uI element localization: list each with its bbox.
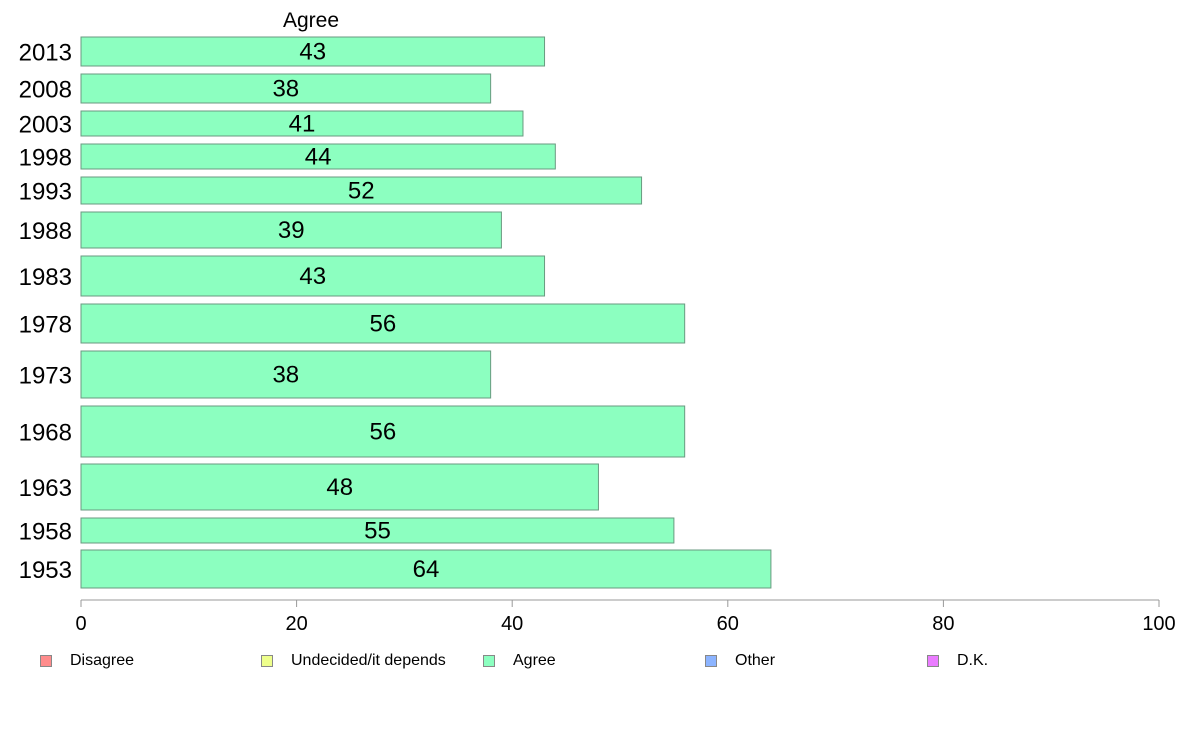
value-label-2013: 43 bbox=[299, 39, 326, 66]
legend-item-dk: D.K. bbox=[927, 652, 988, 670]
bar-1998 bbox=[80, 143, 556, 170]
bar-1968 bbox=[80, 405, 686, 458]
legend-swatch-other bbox=[705, 655, 717, 667]
bar-1973 bbox=[80, 350, 492, 399]
category-label-2013: 2013 bbox=[19, 40, 72, 67]
legend-label-other: Other bbox=[735, 652, 776, 669]
bar-1983 bbox=[80, 255, 546, 297]
category-label-1973: 1973 bbox=[19, 363, 72, 390]
series-title: Agree bbox=[283, 9, 339, 32]
x-tick-label-0: 0 bbox=[75, 613, 86, 635]
legend-swatch-undecided bbox=[261, 655, 273, 667]
bar-1963 bbox=[80, 463, 599, 511]
legend-item-agree: Agree bbox=[483, 652, 556, 670]
category-label-1978: 1978 bbox=[19, 312, 72, 339]
category-label-1968: 1968 bbox=[19, 420, 72, 447]
value-label-2008: 38 bbox=[272, 76, 299, 103]
category-label-1958: 1958 bbox=[19, 519, 72, 546]
bar-1978 bbox=[80, 303, 686, 344]
legend-item-disagree: Disagree bbox=[40, 652, 134, 670]
legend-item-undecided: Undecided/it depends bbox=[261, 652, 446, 670]
value-label-1968: 56 bbox=[369, 419, 396, 446]
legend-label-disagree: Disagree bbox=[70, 652, 135, 669]
value-label-1988: 39 bbox=[278, 217, 305, 244]
bar-1993 bbox=[80, 176, 643, 205]
legend-label-agree: Agree bbox=[513, 652, 556, 669]
category-label-2008: 2008 bbox=[19, 77, 72, 104]
legend-swatch-disagree bbox=[40, 655, 52, 667]
bar-1988 bbox=[80, 211, 502, 249]
value-label-1978: 56 bbox=[369, 311, 396, 338]
x-tick-label-80: 80 bbox=[932, 613, 954, 635]
x-tick-label-100: 100 bbox=[1142, 613, 1175, 635]
legend: Disagree Undecided/it depends Agree Othe… bbox=[0, 652, 1188, 676]
value-label-2003: 41 bbox=[289, 111, 316, 138]
value-label-1983: 43 bbox=[299, 263, 326, 290]
bar-1953 bbox=[80, 549, 772, 589]
bar-2013 bbox=[80, 36, 546, 67]
category-label-1983: 1983 bbox=[19, 264, 72, 291]
legend-label-undecided: Undecided/it depends bbox=[291, 652, 446, 669]
bar-chart: Agree 43 2013 38 2008 41 2003 44 1998 52 1993 39 19… bbox=[19, 9, 1176, 635]
category-label-1988: 1988 bbox=[19, 218, 72, 245]
value-label-1958: 55 bbox=[364, 518, 391, 545]
category-label-2003: 2003 bbox=[19, 112, 72, 139]
value-label-1963: 48 bbox=[326, 474, 353, 501]
x-tick-label-40: 40 bbox=[501, 613, 523, 635]
category-label-1953: 1953 bbox=[19, 557, 72, 584]
x-tick-label-60: 60 bbox=[717, 613, 739, 635]
category-label-1998: 1998 bbox=[19, 145, 72, 172]
legend-swatch-dk bbox=[927, 655, 939, 667]
legend-label-dk: D.K. bbox=[957, 652, 989, 669]
legend-item-other: Other bbox=[705, 652, 775, 670]
value-label-1973: 38 bbox=[272, 362, 299, 389]
bar-2008 bbox=[80, 73, 492, 104]
legend-swatch-agree bbox=[483, 655, 495, 667]
value-label-1993: 52 bbox=[348, 178, 375, 205]
value-label-1998: 44 bbox=[305, 144, 332, 171]
category-label-1993: 1993 bbox=[19, 179, 72, 206]
category-label-1963: 1963 bbox=[19, 475, 72, 502]
bar-1958 bbox=[80, 517, 675, 544]
x-tick-label-20: 20 bbox=[285, 613, 307, 635]
bar-2003 bbox=[80, 110, 524, 137]
value-label-1953: 64 bbox=[413, 556, 440, 583]
